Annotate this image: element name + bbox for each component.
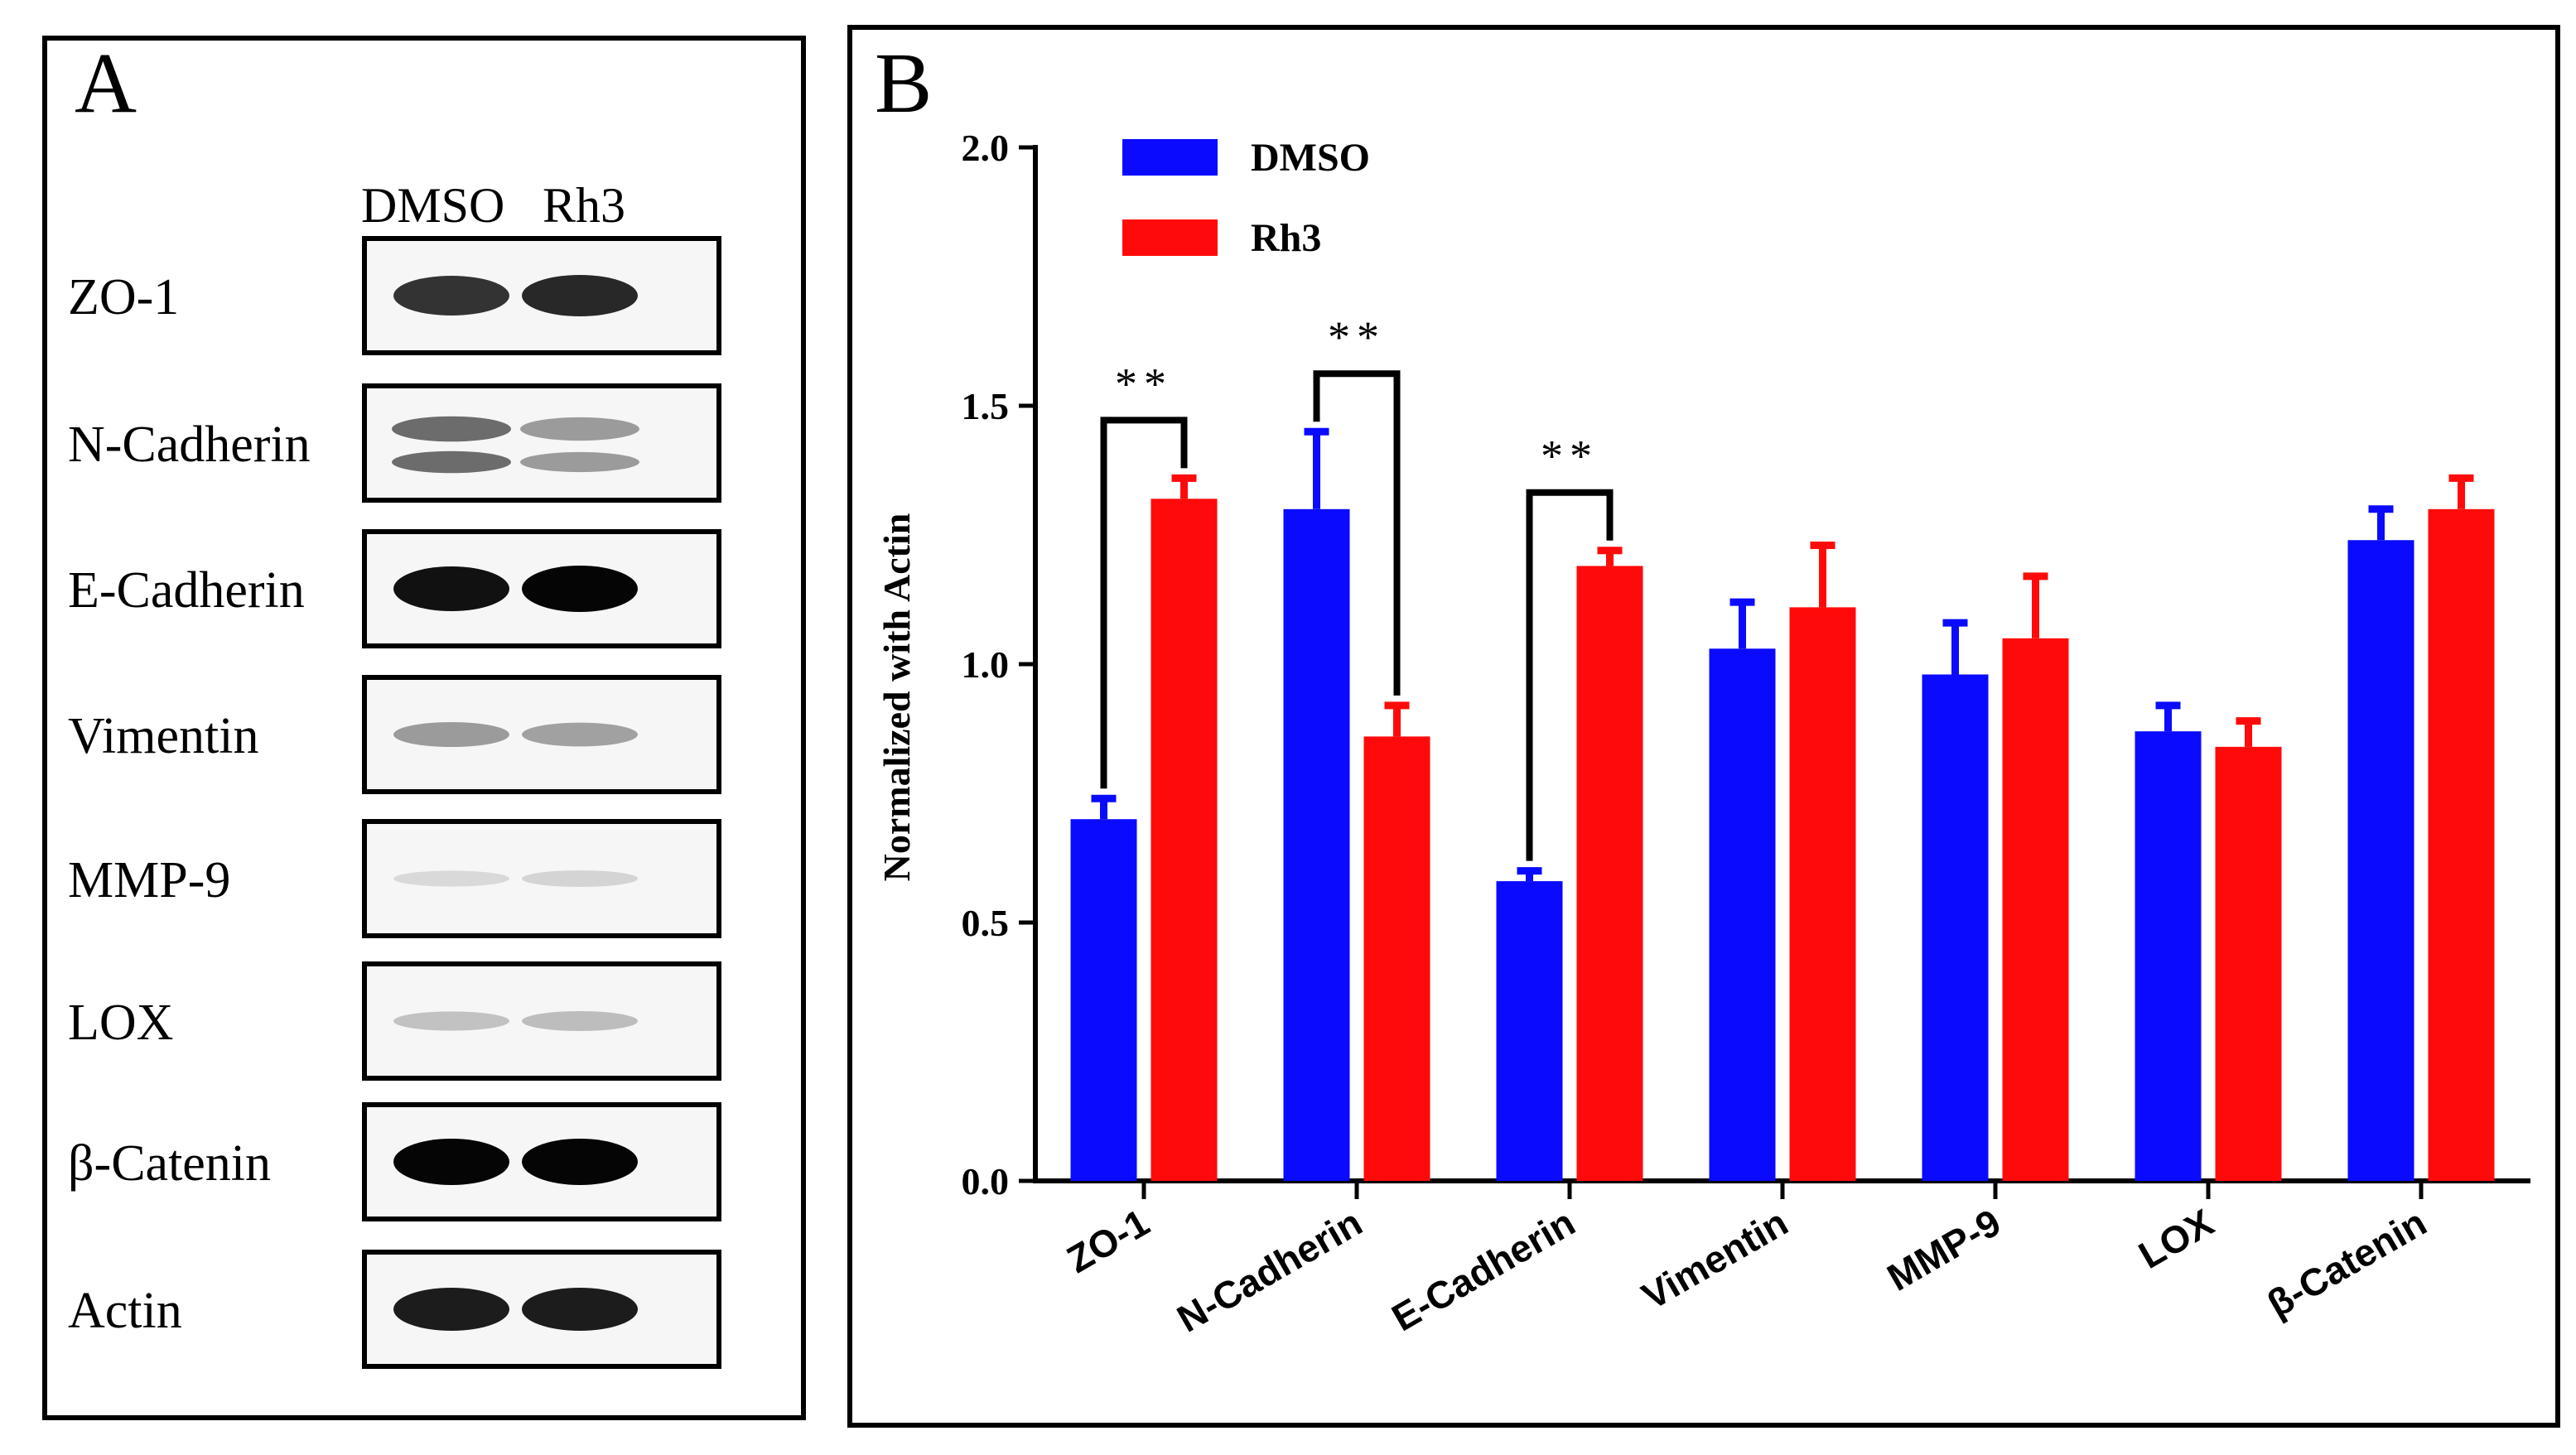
bar-rh3-beta-catenin — [2428, 508, 2495, 1181]
bar-dmso-beta-catenin — [2347, 540, 2414, 1181]
bar-rh3-vimentin — [1789, 607, 1856, 1181]
blot-row-lox: LOX — [68, 961, 721, 1081]
x-tick-label-n-cadherin: N-Cadherin — [1170, 1201, 1369, 1341]
band-zo-1-rh3 — [522, 275, 638, 316]
panel-b: B 0.0 0.5 1.0 1.5 2.0 Normalized with Actin ZO… — [847, 25, 2560, 1428]
blot-row-vimentin: Vimentin — [68, 675, 721, 794]
legend-swatch-rh3 — [1122, 219, 1218, 256]
blot-label-lox: LOX — [68, 995, 173, 1051]
band-e-cadherin-rh3 — [522, 566, 638, 612]
significance-bracket-n-cadherin — [1313, 370, 1401, 696]
x-tick-label-lox: LOX — [2131, 1200, 2221, 1276]
bar-rh3-lox — [2215, 746, 2282, 1181]
legend-label-dmso: DMSO — [1251, 136, 1370, 180]
bar-rh3-e-cadherin — [1576, 566, 1643, 1181]
bar-rh3-n-cadherin — [1363, 736, 1430, 1181]
band-n-cadherin-dmso-lower — [392, 450, 511, 474]
bar-dmso-lox — [2135, 731, 2202, 1181]
band-lox-dmso — [393, 1011, 509, 1031]
significance-label-zo-1: ** — [1115, 359, 1173, 408]
bar-dmso-mmp-9 — [1922, 674, 1989, 1181]
panel-a-frame — [42, 36, 806, 1420]
bar-dmso-n-cadherin — [1283, 508, 1350, 1181]
band-e-cadherin-dmso — [393, 566, 509, 611]
band-beta-catenin-rh3 — [522, 1139, 638, 1185]
significance-bracket-zo-1 — [1100, 417, 1188, 789]
y-tick-label: 1.5 — [962, 385, 1010, 427]
blot-label-e-cadherin: E-Cadherin — [68, 562, 305, 619]
lane-label-dmso: DMSO — [361, 178, 504, 233]
lane-label-rh3: Rh3 — [543, 178, 625, 233]
panel-a-label: A — [75, 36, 137, 131]
blot-rows: ZO-1 N-Cadherin E-Cadherin Vimentin MMP-9 LOX… — [68, 236, 721, 1369]
y-tick-label: 0.0 — [962, 1160, 1010, 1202]
band-n-cadherin-dmso-upper — [392, 416, 511, 442]
band-beta-catenin-dmso — [393, 1139, 509, 1185]
x-tick-label-e-cadherin: E-Cadherin — [1384, 1201, 1582, 1340]
x-tick-label-zo-1: ZO-1 — [1059, 1201, 1156, 1281]
blot-row-e-cadherin: E-Cadherin — [68, 529, 721, 648]
band-n-cadherin-rh3-upper — [520, 417, 639, 441]
band-mmp-9-dmso — [393, 870, 509, 887]
band-mmp-9-rh3 — [522, 870, 638, 887]
band-lox-rh3 — [522, 1011, 638, 1031]
bar-rh3-zo-1 — [1151, 499, 1218, 1181]
panel-a: A DMSO Rh3 ZO-1 N-Cadherin E-Cadherin Vimen… — [42, 36, 806, 1420]
x-tick-label-vimentin: Vimentin — [1634, 1201, 1795, 1318]
bar-rh3-mmp-9 — [2002, 638, 2069, 1181]
blot-label-zo-1: ZO-1 — [68, 269, 179, 325]
blot-label-n-cadherin: N-Cadherin — [68, 417, 311, 473]
blot-label-mmp-9: MMP-9 — [68, 852, 230, 908]
panel-b-frame — [847, 25, 2560, 1428]
blot-frame-n-cadherin — [362, 383, 721, 503]
bar-chart: 0.0 0.5 1.0 1.5 2.0 Normalized with Actin ZO-1… — [876, 127, 2530, 1341]
y-axis-label: Normalized with Actin — [876, 513, 918, 882]
band-zo-1-dmso — [393, 276, 509, 316]
blot-row-actin: Actin — [68, 1250, 721, 1369]
band-vimentin-dmso — [393, 722, 509, 747]
y-tick-label: 1.0 — [962, 643, 1010, 686]
blot-label-actin: Actin — [68, 1283, 182, 1339]
blot-row-beta-catenin: β-Catenin — [68, 1102, 721, 1221]
significance-bracket-e-cadherin — [1526, 489, 1614, 861]
blot-row-mmp-9: MMP-9 — [68, 819, 721, 938]
blot-row-zo-1: ZO-1 — [68, 236, 721, 355]
bar-dmso-zo-1 — [1070, 819, 1137, 1181]
y-tick-label: 0.5 — [962, 902, 1010, 944]
y-tick-label: 2.0 — [962, 127, 1010, 169]
x-tick-label-mmp-9: MMP-9 — [1880, 1201, 2008, 1299]
legend-label-rh3: Rh3 — [1251, 216, 1321, 260]
legend-swatch-dmso — [1122, 139, 1218, 176]
bar-dmso-vimentin — [1709, 648, 1776, 1181]
band-actin-dmso — [393, 1288, 509, 1331]
panel-b-label: B — [875, 36, 932, 131]
blot-label-vimentin: Vimentin — [68, 708, 258, 764]
band-n-cadherin-rh3-lower — [520, 451, 639, 473]
bar-dmso-e-cadherin — [1496, 881, 1563, 1181]
band-actin-rh3 — [522, 1288, 638, 1331]
significance-label-n-cadherin: ** — [1328, 312, 1386, 362]
band-vimentin-rh3 — [522, 722, 638, 747]
blot-row-n-cadherin: N-Cadherin — [68, 383, 721, 503]
x-tick-label-beta-catenin: β-Catenin — [2260, 1201, 2434, 1326]
blot-label-beta-catenin: β-Catenin — [68, 1135, 271, 1192]
significance-label-e-cadherin: ** — [1541, 431, 1599, 481]
